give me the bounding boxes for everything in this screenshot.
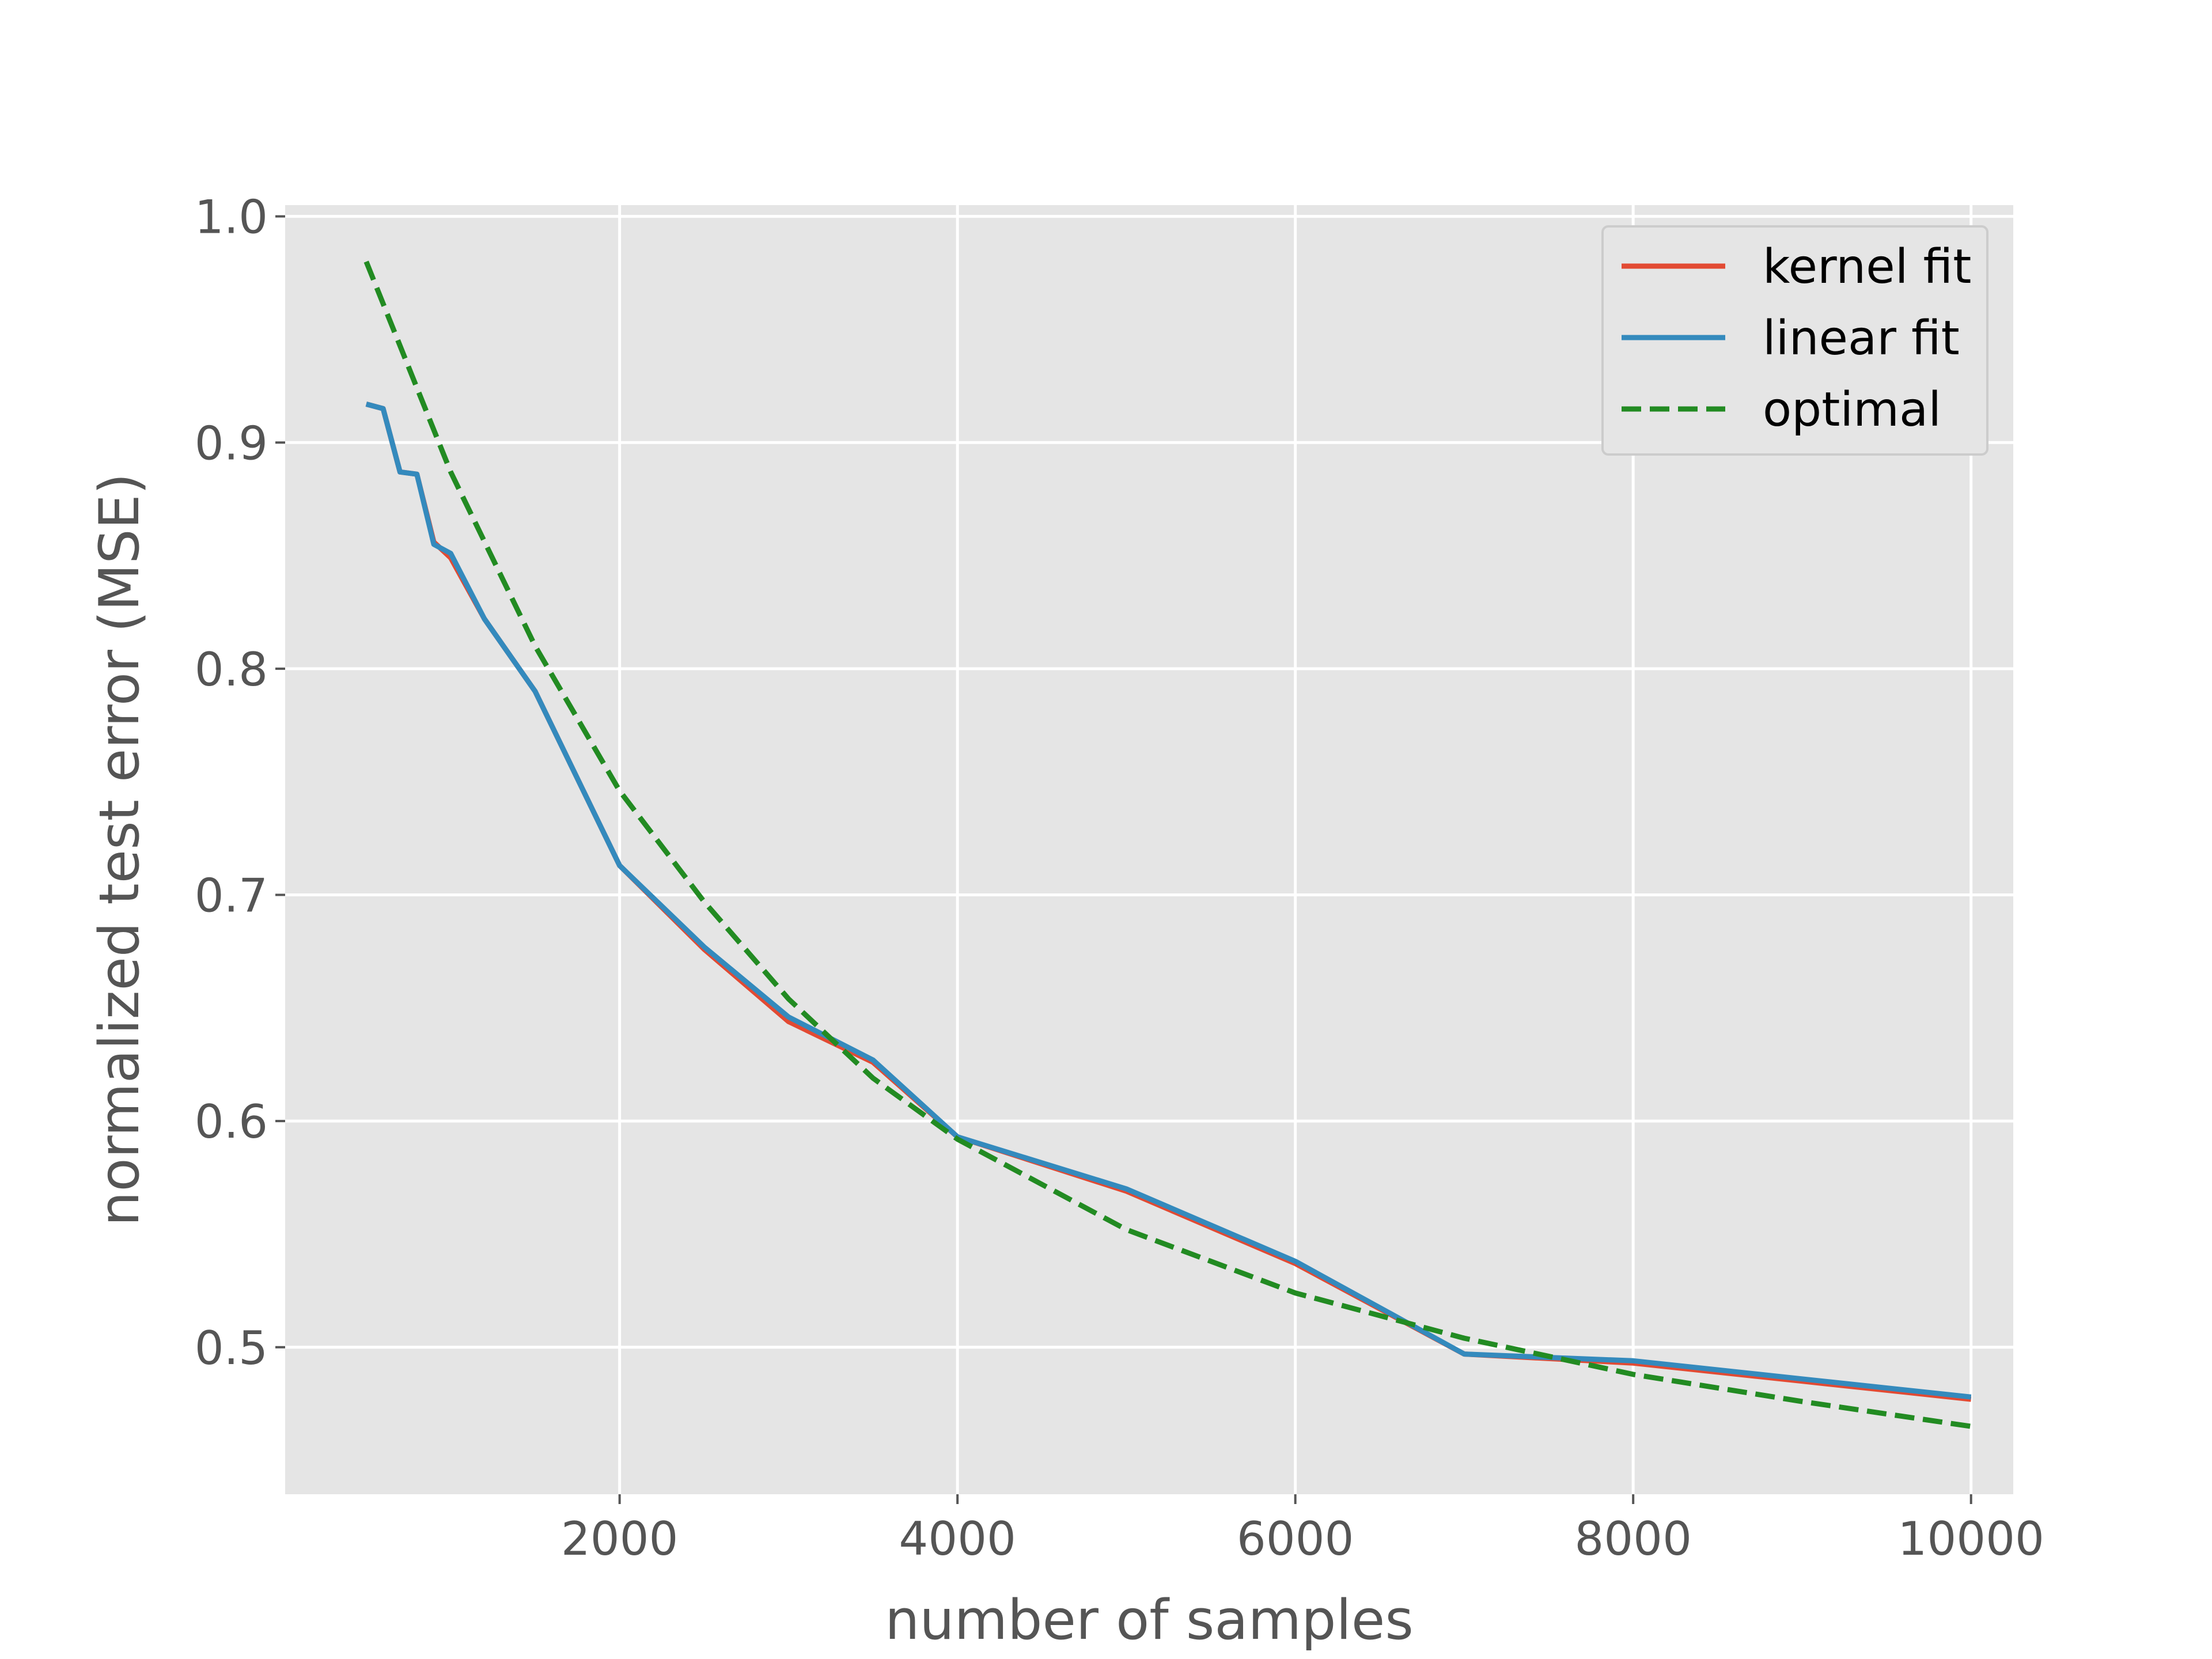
x-axis-label: number of samples (885, 1589, 1414, 1652)
x-tick-label: 4000 (899, 1512, 1016, 1566)
x-tick-label: 2000 (561, 1512, 679, 1566)
legend-label: optimal (1763, 382, 1941, 437)
y-axis-label: normalized test error (MSE) (88, 473, 151, 1226)
ticks: 2000 4000 6000 8000 10000 0.5 0.6 0.7 0.8 0.9 1.0 (195, 191, 2044, 1566)
x-tick-label: 6000 (1237, 1512, 1354, 1566)
series-line-optimal (363, 260, 1972, 1429)
legend-box (1601, 225, 1988, 456)
series-line-linear-fit (365, 402, 1972, 1400)
x-tick-label: 10000 (1897, 1512, 2044, 1566)
y-tick-label: 0.5 (195, 1321, 268, 1375)
legend: kernel fit linear fit optimal (1601, 225, 1988, 456)
y-tick-label: 0.6 (195, 1095, 268, 1149)
y-tick-label: 0.8 (195, 643, 268, 696)
y-tick-label: 0.9 (195, 416, 268, 470)
series-layer (363, 260, 1972, 1429)
x-tick-label: 8000 (1574, 1512, 1692, 1566)
legend-label: kernel fit (1763, 240, 1971, 294)
y-tick-label: 0.7 (195, 869, 268, 923)
y-tick-label: 1.0 (195, 191, 268, 244)
legend-label: linear fit (1763, 311, 1960, 366)
